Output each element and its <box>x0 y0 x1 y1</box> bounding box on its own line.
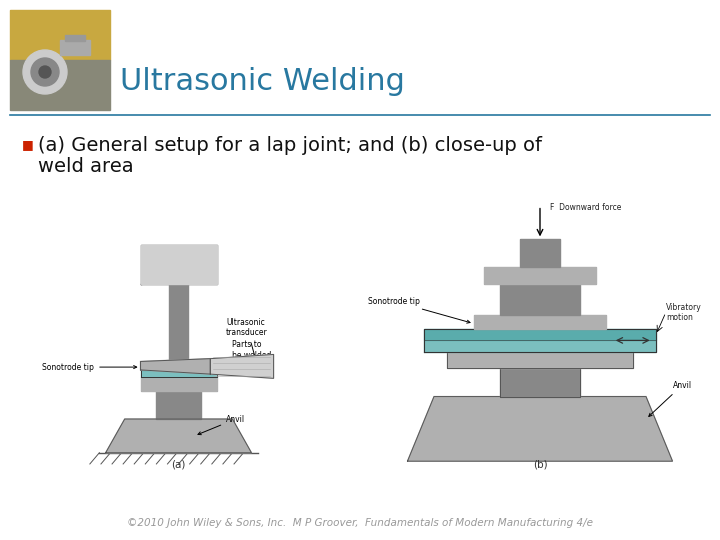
Polygon shape <box>156 391 201 419</box>
Polygon shape <box>140 377 217 391</box>
Text: Anvil: Anvil <box>649 381 692 416</box>
Circle shape <box>31 58 59 86</box>
Polygon shape <box>140 359 210 374</box>
Polygon shape <box>140 363 217 370</box>
Polygon shape <box>169 284 188 363</box>
FancyBboxPatch shape <box>10 10 110 110</box>
Text: Ultrasonic Welding: Ultrasonic Welding <box>120 68 405 97</box>
Text: Sonotrode tip: Sonotrode tip <box>42 362 137 372</box>
Bar <box>10 10 110 60</box>
Polygon shape <box>424 340 656 352</box>
Text: (b): (b) <box>533 460 547 470</box>
Bar <box>65 35 85 41</box>
Polygon shape <box>520 239 560 267</box>
Text: F  Downward force: F Downward force <box>550 203 621 212</box>
Polygon shape <box>140 370 217 377</box>
Text: Sonotrode tip: Sonotrode tip <box>368 296 470 323</box>
Text: (a) General setup for a lap joint; and (b) close‑up of: (a) General setup for a lap joint; and (… <box>38 136 542 155</box>
Bar <box>60 40 90 55</box>
Polygon shape <box>210 354 274 379</box>
Text: weld area: weld area <box>38 157 134 176</box>
Text: ©2010 John Wiley & Sons, Inc.  M P Groover,  Fundamentals of Modern Manufacturin: ©2010 John Wiley & Sons, Inc. M P Groove… <box>127 518 593 528</box>
Text: Vibratory
motion: Vibratory motion <box>666 302 701 322</box>
Polygon shape <box>140 245 217 284</box>
Polygon shape <box>500 284 580 315</box>
Polygon shape <box>447 352 633 368</box>
Polygon shape <box>424 329 656 340</box>
Polygon shape <box>484 267 596 284</box>
Polygon shape <box>500 368 580 396</box>
Polygon shape <box>106 419 251 453</box>
Circle shape <box>39 66 51 78</box>
Text: Mass: Mass <box>167 260 190 269</box>
Text: Anvil: Anvil <box>198 415 246 435</box>
Bar <box>10 60 110 110</box>
Text: (a): (a) <box>171 460 186 470</box>
Polygon shape <box>474 315 606 329</box>
Text: Parts to
be welded: Parts to be welded <box>220 340 271 368</box>
Text: ■: ■ <box>22 138 34 151</box>
Text: Ultrasonic
transducer: Ultrasonic transducer <box>226 318 268 363</box>
Polygon shape <box>408 396 672 461</box>
Circle shape <box>23 50 67 94</box>
